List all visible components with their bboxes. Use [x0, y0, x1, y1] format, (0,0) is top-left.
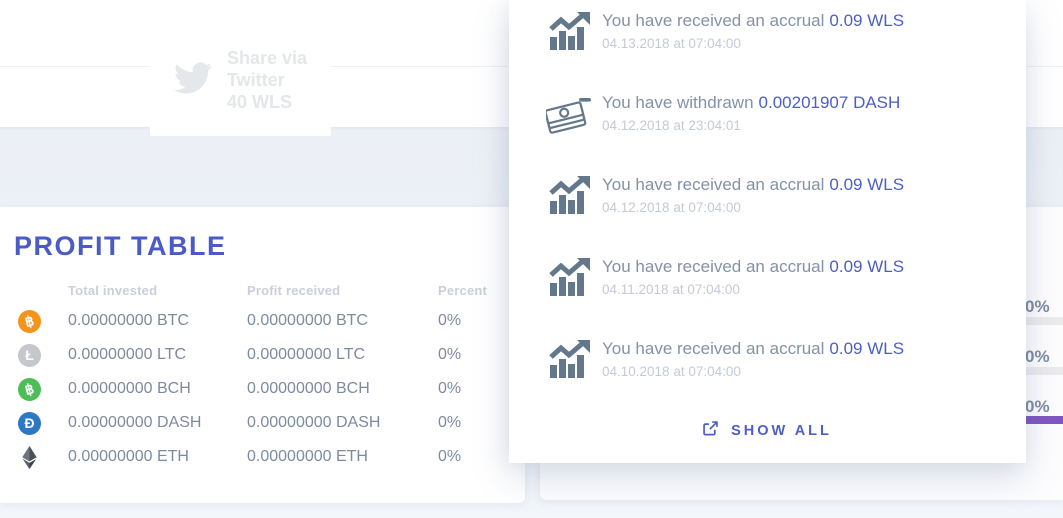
- twitter-icon: [174, 59, 212, 102]
- share-reward-amount: 40 WLS: [227, 92, 293, 112]
- notification-item[interactable]: You have received an accrual 0.09 WLS 04.…: [509, 252, 1026, 334]
- notification-amount: 0.09 WLS: [829, 257, 905, 276]
- show-all-button[interactable]: SHOW ALL: [509, 421, 1026, 440]
- notification-amount: 0.09 WLS: [829, 175, 905, 194]
- accrual-chart-icon: [545, 174, 595, 216]
- notification-date: 04.13.2018 at 07:04:00: [602, 36, 741, 51]
- profit-table-header-row: Total invested Profit received Percent: [14, 276, 510, 304]
- col-profit-received: Profit received: [247, 282, 341, 298]
- notification-item[interactable]: You have withdrawn 0.00201907 DASH 04.12.…: [509, 88, 1026, 170]
- accrual-chart-icon: [545, 256, 595, 298]
- notification-date: 04.12.2018 at 07:04:00: [602, 200, 741, 215]
- progress-bar: [1025, 367, 1063, 375]
- bch-icon: ฿: [18, 377, 41, 401]
- external-link-icon: [703, 421, 718, 440]
- profit-table-card: PROFIT TABLE Total invested Profit recei…: [0, 207, 525, 503]
- percent-row: 0%: [1025, 397, 1050, 416]
- percent-row: 0%: [1025, 297, 1050, 316]
- notification-amount: 0.00201907 DASH: [758, 93, 901, 112]
- table-row-ltc: Ł 0.00000000 LTC 0.00000000 LTC 0%: [14, 338, 510, 372]
- accrual-chart-icon: [545, 338, 595, 380]
- table-row-bch: ฿ 0.00000000 BCH 0.00000000 BCH 0%: [14, 372, 510, 406]
- percent-row: 0%: [1025, 347, 1050, 366]
- eth-icon: [18, 445, 41, 469]
- notifications-panel: You have received an accrual 0.09 WLS 04.…: [509, 0, 1026, 463]
- progress-bar: [1025, 416, 1063, 424]
- notification-amount: 0.09 WLS: [829, 11, 905, 30]
- notification-date: 04.11.2018 at 07:04:00: [602, 282, 740, 297]
- notification-date: 04.10.2018 at 07:04:00: [602, 364, 741, 379]
- share-line-2: Twitter: [227, 70, 285, 90]
- profit-table: Total invested Profit received Percent ฿…: [14, 276, 510, 474]
- notification-item[interactable]: You have received an accrual 0.09 WLS 04.…: [509, 6, 1026, 88]
- withdraw-cash-icon: [545, 92, 595, 136]
- ltc-icon: Ł: [18, 343, 41, 367]
- table-row-dash: Đ 0.00000000 DASH 0.00000000 DASH 0%: [14, 406, 510, 440]
- share-line-1: Share via: [227, 48, 308, 68]
- col-total-invested: Total invested: [68, 282, 158, 298]
- notification-amount: 0.09 WLS: [829, 339, 905, 358]
- progress-bar: [1025, 317, 1063, 325]
- table-row-eth: 0.00000000 ETH 0.00000000 ETH 0%: [14, 440, 510, 474]
- dash-icon: Đ: [18, 411, 41, 435]
- profit-table-title: PROFIT TABLE: [14, 231, 227, 261]
- notification-date: 04.12.2018 at 23:04:01: [602, 118, 741, 133]
- notification-item[interactable]: You have received an accrual 0.09 WLS 04.…: [509, 334, 1026, 416]
- share-via-twitter-button[interactable]: Share via Twitter 40 WLS: [150, 24, 332, 136]
- btc-icon: ฿: [18, 309, 41, 333]
- table-row-btc: ฿ 0.00000000 BTC 0.00000000 BTC 0%: [14, 304, 510, 338]
- accrual-chart-icon: [545, 10, 595, 52]
- col-percent: Percent: [438, 282, 488, 298]
- notification-item[interactable]: You have received an accrual 0.09 WLS 04.…: [509, 170, 1026, 252]
